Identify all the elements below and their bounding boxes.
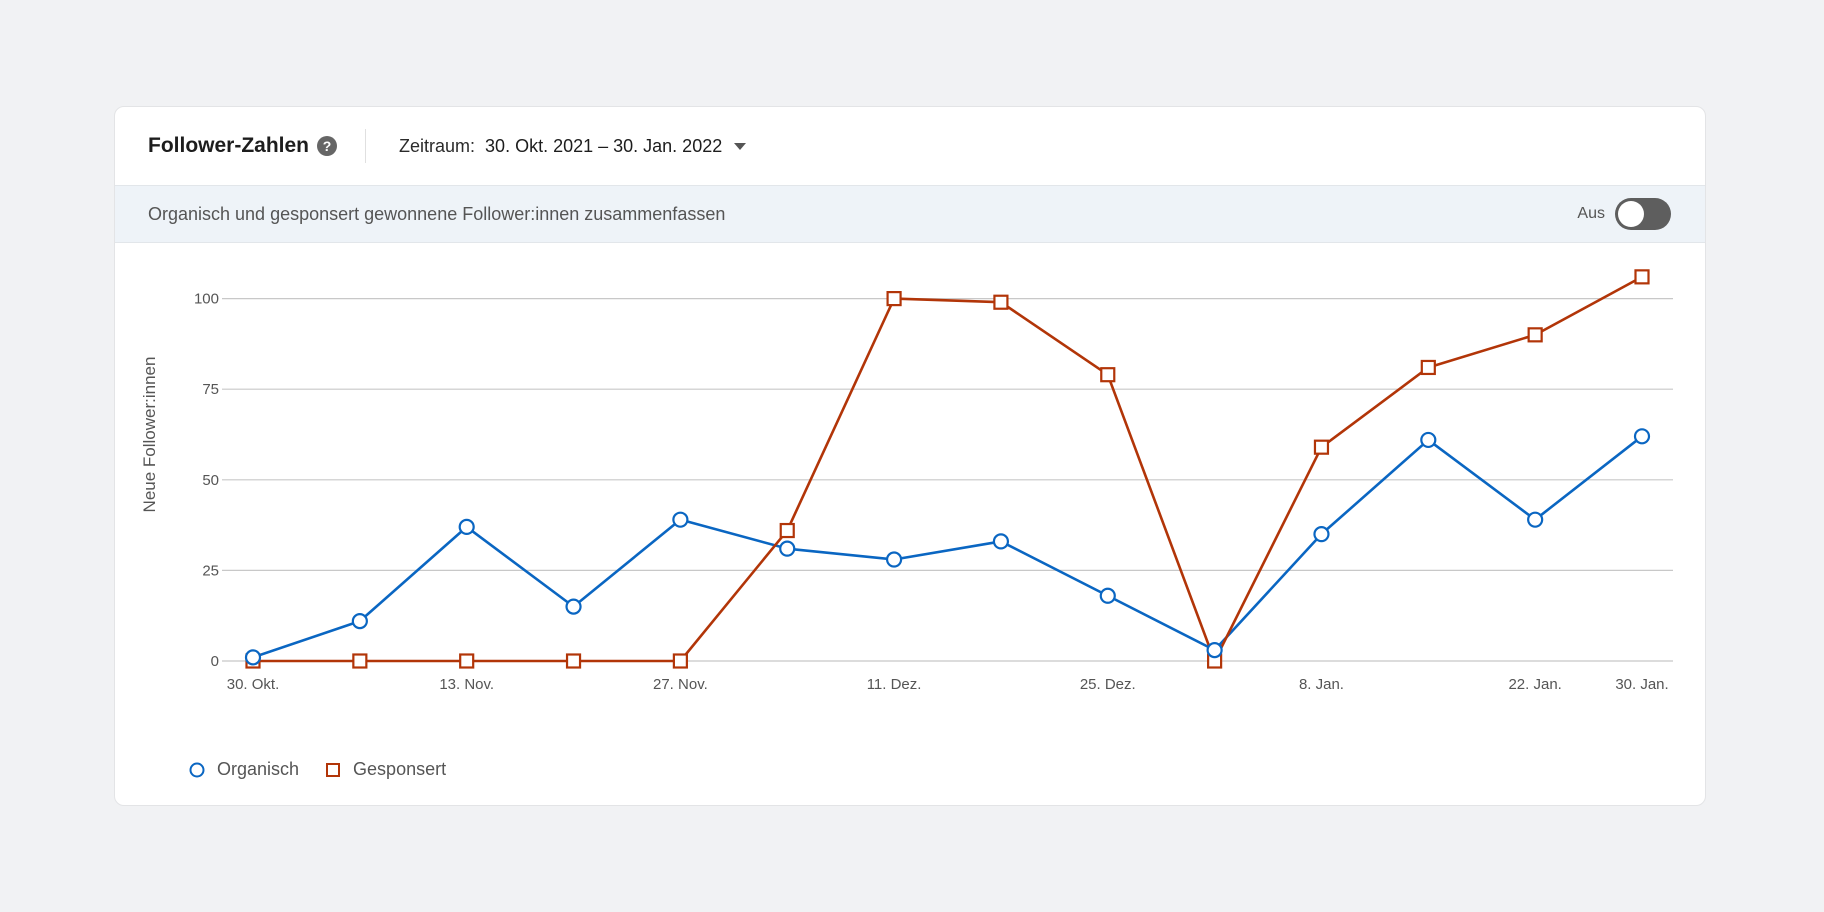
question-circle-icon[interactable]: ? [317, 136, 338, 156]
point-sponsored-10 [1313, 439, 1330, 455]
y-tick-label-1: 25 [202, 562, 219, 579]
x-tick-label-0: 30. Okt. [227, 676, 280, 693]
series-line-0 [252, 435, 1643, 659]
date-range-value: 30. Okt. 2021 – 30. Jan. 2022 [485, 135, 723, 156]
legend-square-icon [326, 762, 341, 777]
y-tick-label-2: 50 [202, 472, 219, 489]
x-tick-label-6: 11. Dez. [867, 676, 922, 693]
toggle-state-label: Aus [1577, 205, 1605, 222]
toggle-knob [1618, 201, 1644, 227]
point-sponsored-11 [1420, 359, 1436, 376]
card-header: Follower-Zahlen ? Zeitraum: 30. Okt. 202… [115, 107, 1705, 185]
point-organic-7 [992, 533, 1010, 550]
point-organic-0 [244, 649, 262, 666]
point-organic-12 [1527, 511, 1544, 528]
legend-label-organic: Organisch [217, 759, 300, 779]
summary-toggle-wrap: Aus [1577, 198, 1671, 230]
summary-text: Organisch und gesponsert gewonnene Follo… [148, 203, 726, 224]
point-organic-11 [1420, 431, 1437, 449]
legend-circle-icon [189, 762, 205, 777]
chart-legend: Organisch Gesponsert [189, 759, 472, 780]
legend-label-sponsored: Gesponsert [353, 759, 447, 779]
x-tick-label-8: 25. Dez. [1080, 676, 1136, 693]
x-tick-label-12: 22. Jan. [1508, 676, 1561, 693]
point-organic-3 [565, 598, 582, 615]
point-organic-8 [1099, 587, 1116, 604]
point-sponsored-8 [1100, 367, 1116, 383]
chevron-down-icon [734, 142, 747, 150]
point-sponsored-4 [672, 653, 688, 669]
x-tick-label-10: 8. Jan. [1299, 676, 1344, 693]
y-tick-label-0: 0 [211, 653, 219, 670]
header-divider [365, 129, 367, 163]
point-organic-1 [351, 613, 368, 630]
y-axis-label: Neue Follower:innen [140, 357, 159, 513]
point-organic-13 [1633, 428, 1651, 445]
point-sponsored-3 [565, 653, 582, 669]
date-range-dropdown[interactable]: Zeitraum: 30. Okt. 2021 – 30. Jan. 2022 [399, 135, 747, 157]
follower-card: Follower-Zahlen ? Zeitraum: 30. Okt. 202… [114, 106, 1706, 806]
point-organic-10 [1313, 526, 1330, 543]
date-range-label: Zeitraum: [399, 135, 476, 156]
x-tick-label-13: 30. Jan. [1615, 676, 1668, 693]
x-tick-label-2: 13. Nov. [439, 676, 494, 693]
point-sponsored-13 [1634, 269, 1650, 285]
summary-toggle[interactable] [1615, 198, 1671, 230]
point-organic-9 [1206, 642, 1223, 659]
point-sponsored-2 [459, 653, 475, 669]
point-organic-2 [458, 518, 475, 536]
y-tick-label-3: 75 [202, 381, 219, 398]
y-tick-label-4: 100 [194, 291, 219, 308]
point-sponsored-12 [1527, 327, 1543, 343]
point-sponsored-1 [352, 653, 368, 669]
card-title: Follower-Zahlen [148, 134, 310, 157]
legend-item-sponsored[interactable]: Gesponsert [325, 759, 446, 780]
point-organic-4 [672, 511, 689, 528]
x-tick-label-4: 27. Nov. [653, 676, 708, 693]
series-line-1 [253, 275, 1643, 663]
point-organic-5 [779, 540, 796, 557]
point-sponsored-5 [779, 522, 795, 539]
point-sponsored-7 [993, 294, 1009, 310]
point-organic-6 [885, 551, 903, 568]
summary-bar: Organisch und gesponsert gewonnene Follo… [115, 185, 1705, 243]
point-sponsored-6 [886, 290, 902, 307]
legend-item-organic[interactable]: Organisch [189, 759, 299, 780]
